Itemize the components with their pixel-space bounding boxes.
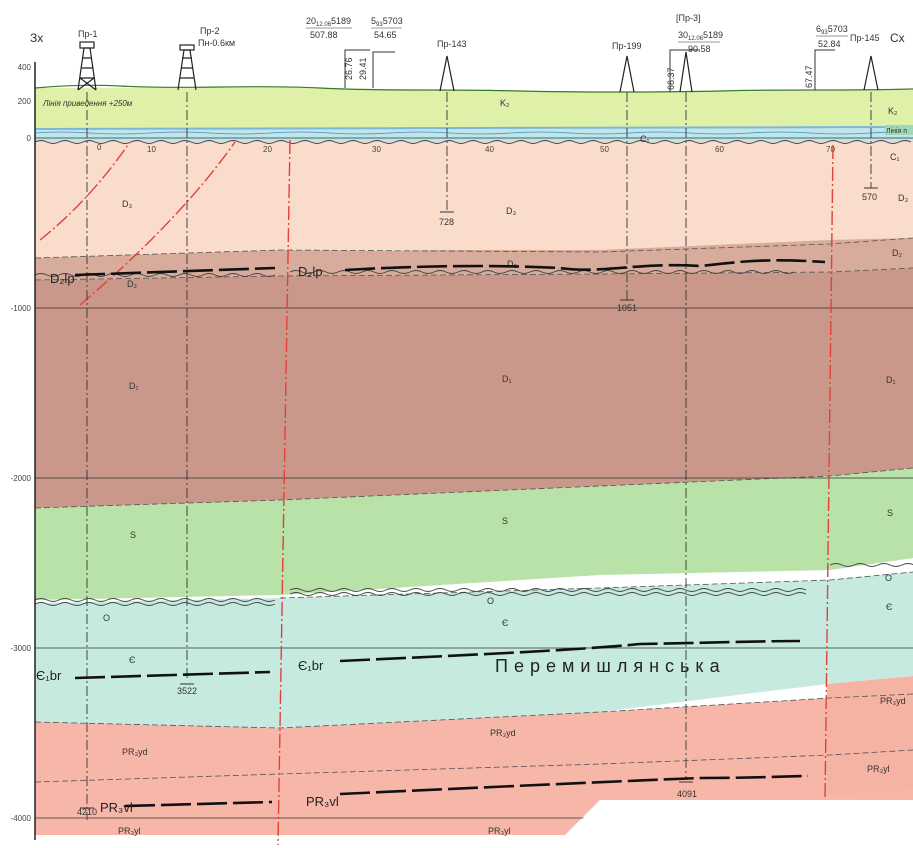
layer-k2	[35, 87, 913, 130]
layer-label-pr-b: PR₃yd	[490, 728, 516, 738]
profile-4-bottom: 52.84	[818, 39, 841, 49]
well-name-pr3: [Пр-3]	[676, 13, 700, 23]
horizon-label-e1br-b: Є₁br	[298, 658, 324, 673]
layer-label-k2: K₂	[500, 98, 510, 108]
horizon-label-d2lp-b: D₂lp	[298, 264, 323, 279]
well-name-pr145: Пр-145	[850, 33, 880, 43]
well-depth-pr2: 3522	[177, 686, 197, 696]
depth-label-4000: -4000	[11, 814, 32, 823]
layer-label-e-a: Є	[129, 655, 136, 665]
profile-value-v2: 29.41	[358, 57, 368, 80]
depth-label-3000: -3000	[11, 644, 32, 653]
well-name-pr1: Пр-1	[78, 29, 97, 39]
well-depth-pr145: 570	[862, 192, 877, 202]
horizon-label-pr3vl-b: PR₃vl	[306, 794, 339, 809]
layer-label-d3-c: D₃	[898, 193, 908, 203]
layer-label-pr-c: PR₃yd	[880, 696, 906, 706]
profile-value-v1: 26.76	[344, 57, 354, 80]
horizon-label-d2lp-a: D₂lp	[50, 271, 75, 286]
direction-west: Зх	[30, 31, 43, 45]
dist-label-20: 20	[263, 145, 272, 154]
layer-label-d3-b: D₃	[506, 206, 516, 216]
horizon-label-e1br-a: Є₁br	[36, 668, 62, 683]
layer-label-pr-d: PR₃yl	[867, 764, 890, 774]
profile-3-top: 3012.065189	[678, 30, 723, 42]
depth-label-200: 200	[18, 97, 32, 106]
profile-2-bottom: 54.65	[374, 30, 397, 40]
layer-label-d1-a: D₁	[129, 381, 139, 391]
depth-label-400: 400	[18, 63, 32, 72]
layer-label-o-c: O	[885, 573, 892, 583]
layer-d1	[35, 268, 913, 508]
dist-label-40: 40	[485, 145, 494, 154]
well-sub-pr2: Пн-0.6км	[198, 38, 235, 48]
layer-d3	[35, 142, 913, 258]
depth-label-0: 0	[27, 134, 32, 143]
dist-label-70: 70	[826, 145, 835, 154]
layer-label-pr-a: PR₃yd	[122, 747, 148, 757]
layer-label-d1-c: D₁	[886, 375, 896, 385]
reduction-line-note: Лінія приведення +250м	[42, 99, 133, 108]
layer-label-o-a: O	[103, 613, 110, 623]
layer-label-pr-e: PR₃yl	[118, 826, 141, 836]
layer-label-e-c: Є	[886, 602, 893, 612]
dist-label-60: 60	[715, 145, 724, 154]
layer-label-d2-c: D₂	[892, 248, 902, 258]
well-depth-pr199: 1051	[617, 303, 637, 313]
well-name-pr143: Пр-143	[437, 39, 467, 49]
profile-value-v3: 66.37	[666, 67, 676, 90]
layer-label-s-a: S	[130, 530, 136, 540]
well-depth-pr1: 4210	[77, 807, 97, 817]
dist-label-0: 0	[97, 143, 102, 152]
profile-3-bottom: 90.58	[688, 44, 711, 54]
layer-label-k2-right: K₂	[888, 106, 898, 116]
well-name-pr2: Пр-2	[200, 26, 219, 36]
profile-4-top: 6935703	[816, 24, 848, 36]
depth-label-1000: -1000	[11, 304, 32, 313]
well-depth-pr3: 4091	[677, 789, 697, 799]
well-depth-pr143: 728	[439, 217, 454, 227]
dist-label-10: 10	[147, 145, 156, 154]
structure-name: Перемишлянська	[495, 656, 726, 676]
reduction-line-note-right: Лінія п	[886, 127, 907, 135]
layer-label-c1-right: C₁	[890, 152, 900, 162]
layer-label-e-b: Є	[502, 618, 509, 628]
profile-2-top: 5935703	[371, 16, 403, 28]
layer-pr3-right	[827, 676, 913, 795]
profile-1-bottom: 507.88	[310, 30, 338, 40]
layer-label-s-b: S	[502, 516, 508, 526]
depth-label-2000: -2000	[11, 474, 32, 483]
well-name-pr199: Пр-199	[612, 41, 642, 51]
layer-label-s-c: S	[887, 508, 893, 518]
direction-east: Сх	[890, 31, 905, 45]
horizon-label-pr3vl-a: PR₃vl	[100, 800, 133, 815]
layer-label-d2-a: D₂	[127, 279, 137, 289]
dist-label-30: 30	[372, 145, 381, 154]
layer-label-d3-a: D₃	[122, 199, 132, 209]
layer-label-pr-f: PR₃yl	[488, 826, 511, 836]
profile-1-top: 2012.065189	[306, 16, 351, 28]
profile-value-v4: 67.47	[804, 65, 814, 88]
layer-label-c1: C₁	[640, 134, 650, 144]
layer-label-o-b: O	[487, 596, 494, 606]
dist-label-50: 50	[600, 145, 609, 154]
layer-label-d1-b: D₁	[502, 374, 512, 384]
